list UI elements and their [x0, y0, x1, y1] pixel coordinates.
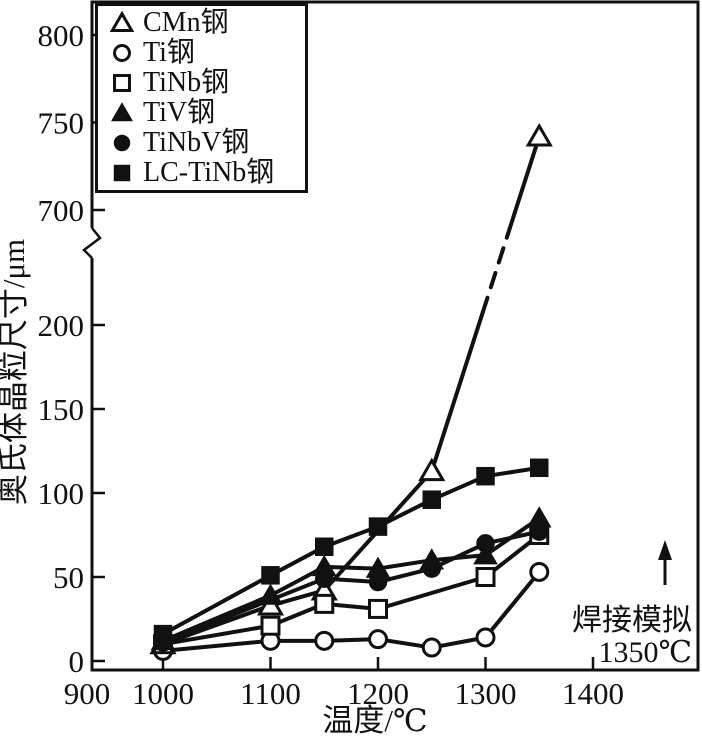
series-line — [161, 603, 273, 647]
y-tick-label: 800 — [38, 18, 85, 53]
x-tick-label: 1000 — [132, 676, 194, 711]
data-point-marker — [261, 566, 280, 585]
series-line — [161, 623, 273, 647]
series-line — [509, 134, 542, 224]
series-line — [322, 564, 380, 571]
data-point-marker — [476, 466, 495, 486]
annotation-text: 焊接模拟 — [572, 604, 692, 637]
x-tick-label: 1400 — [562, 676, 624, 711]
legend-item: CMn钢 — [108, 9, 303, 37]
legend: CMn钢 Ti钢 TiNb钢 TiV钢 TiNbV钢 LC-TiNb钢 — [95, 3, 308, 193]
series-line — [376, 575, 488, 611]
data-point-marker — [368, 598, 388, 619]
data-point-marker — [368, 517, 388, 536]
legend-marker-icon — [113, 134, 131, 152]
y-tick-label: 150 — [38, 392, 85, 427]
y-tick-label: 0 — [69, 644, 85, 679]
data-point-marker — [421, 637, 442, 658]
x-tick-label: 1100 — [240, 676, 301, 711]
data-point-marker — [315, 569, 334, 588]
legend-item: TiNbV钢 — [108, 129, 303, 157]
data-point-marker — [475, 567, 496, 587]
legend-marker-icon — [113, 164, 131, 182]
x-tick-label: 1200 — [347, 676, 409, 711]
data-point-marker — [422, 559, 441, 578]
data-point-marker — [113, 44, 131, 62]
data-point-marker — [113, 134, 131, 152]
data-point-marker — [258, 583, 283, 605]
data-point-marker — [113, 74, 131, 92]
series-line — [161, 573, 273, 637]
data-point-marker — [113, 164, 131, 182]
y-tick-label: 750 — [38, 106, 85, 141]
data-point-marker — [314, 593, 335, 614]
data-point-marker — [111, 102, 133, 122]
data-point-marker — [530, 522, 549, 541]
data-point-marker — [475, 627, 496, 648]
data-point-marker — [315, 537, 334, 557]
legend-marker-icon — [113, 74, 131, 92]
data-point-marker — [473, 543, 498, 565]
legend-item-label: TiNb钢 — [143, 67, 230, 98]
data-point-marker — [525, 123, 553, 147]
legend-item: LC-TiNb钢 — [108, 159, 303, 187]
legend-item-label: LC-TiNb钢 — [143, 157, 275, 188]
data-point-marker — [260, 615, 281, 636]
data-point-marker — [314, 630, 335, 651]
series-line — [429, 310, 485, 474]
series-markers-circle-open — [153, 561, 550, 661]
data-point-marker — [422, 490, 441, 509]
y-axis-title: 奥氏体晶粒尺寸/μm — [0, 239, 31, 505]
legend-item-label: CMn钢 — [143, 7, 229, 38]
series-line-dashed — [480, 220, 514, 314]
data-point-marker — [529, 561, 550, 582]
axis-break-icon — [82, 227, 102, 259]
legend-marker-icon — [109, 10, 135, 32]
x-tick-label: 1300 — [455, 676, 517, 711]
y-tick-label: 50 — [53, 560, 84, 595]
legend-item: Ti钢 — [108, 39, 303, 67]
plot-border — [90, 0, 700, 672]
legend-item: TiNb钢 — [108, 69, 303, 97]
data-point-marker — [368, 572, 388, 592]
x-axis-title: 温度/℃ — [322, 703, 427, 738]
data-point-marker — [153, 624, 173, 644]
series-markers-square-filled — [153, 458, 549, 644]
series-line — [161, 576, 327, 645]
series-line — [161, 638, 273, 653]
up-arrow-icon — [658, 540, 672, 585]
x-tick-label: 900 — [64, 676, 111, 711]
legend-item-label: TiV钢 — [143, 97, 216, 128]
data-point-marker — [418, 457, 446, 482]
legend-marker-icon — [113, 44, 131, 62]
y-tick-label: 100 — [38, 476, 85, 511]
plot-area: 900 1000 1100 1200 1300 1400 0 50 100 150 200 700 75… — [38, 0, 700, 711]
y-tick-label: 200 — [38, 308, 85, 343]
legend-item-label: TiNbV钢 — [143, 127, 250, 158]
legend-marker-icon — [111, 102, 133, 122]
data-point-marker — [476, 534, 495, 553]
data-point-marker — [109, 10, 135, 32]
legend-item: TiV钢 — [108, 99, 303, 127]
series-line — [483, 569, 542, 640]
data-point-marker — [530, 458, 549, 478]
legend-item-label: Ti钢 — [143, 37, 195, 68]
data-point-marker — [368, 629, 388, 650]
series-markers-triangle-open — [149, 123, 553, 655]
series-line — [376, 558, 434, 571]
annotation-temperature: 1350℃ — [598, 636, 692, 669]
y-tick-label: 700 — [38, 193, 85, 228]
